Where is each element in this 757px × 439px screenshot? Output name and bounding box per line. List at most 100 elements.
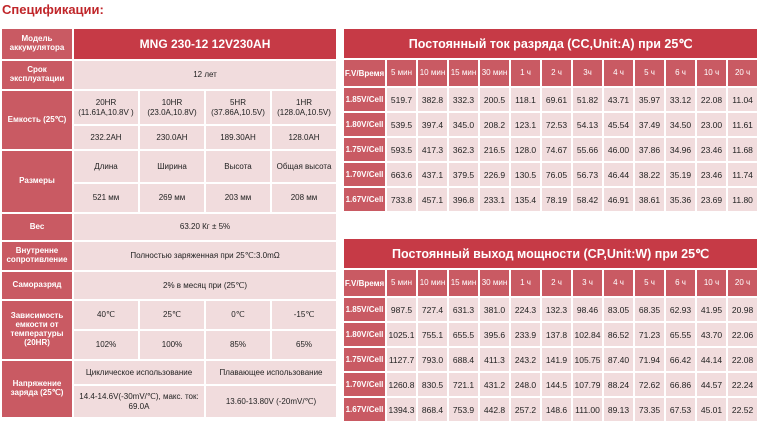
spec-table: Модель аккумулятора MNG 230-12 12V230AH …: [0, 27, 339, 419]
cp-cell: 45.01: [695, 396, 728, 423]
cp-cell: 381.0: [478, 296, 511, 323]
cp-header-row: F.V/Время 5 мин 10 мин 15 мин 30 мин 1 ч…: [342, 268, 757, 298]
model-label: Модель аккумулятора: [0, 27, 74, 61]
cc-row-label: 1.80V/Cell: [342, 111, 387, 138]
cc-cell: 593.5: [385, 136, 418, 163]
cc-row-label: 1.70V/Cell: [342, 161, 387, 188]
cc-cell: 362.3: [447, 136, 480, 163]
cp-cell: 755.1: [416, 321, 449, 348]
cp-cell: 66.86: [664, 371, 697, 398]
cp-cell: 655.5: [447, 321, 480, 348]
cp-cell: 753.9: [447, 396, 480, 423]
cp-cell: 86.52: [602, 321, 635, 348]
temp-header: -15℃: [269, 299, 339, 331]
cc-column-header: 1 ч: [509, 58, 542, 88]
table-row: 1.85V/Cell 519.7 382.8 332.3 200.5 118.1…: [342, 86, 757, 113]
cc-cell: 382.8: [416, 86, 449, 113]
table-row: 1.75V/Cell 593.5 417.3 362.3 216.5 128.0…: [342, 136, 757, 163]
table-row: 1.80V/Cell 1025.1 755.1 655.5 395.6 233.…: [342, 321, 757, 348]
cp-cell: 107.79: [571, 371, 604, 398]
cc-cell: 417.3: [416, 136, 449, 163]
cc-cell: 226.9: [478, 161, 511, 188]
cc-column-header: 20 ч: [725, 58, 757, 88]
cc-cell: 208.2: [478, 111, 511, 138]
cc-cell: 23.69: [695, 186, 728, 213]
cc-column-header: 6 ч: [664, 58, 697, 88]
cp-cell: 20.98: [725, 296, 757, 323]
cc-cell: 437.1: [416, 161, 449, 188]
cc-cell: 78.19: [540, 186, 573, 213]
cp-cell: 98.46: [571, 296, 604, 323]
cp-cell: 442.8: [478, 396, 511, 423]
cc-cell: 35.19: [664, 161, 697, 188]
cc-cell: 37.86: [633, 136, 666, 163]
cp-cell: 721.1: [447, 371, 480, 398]
size-value: 208 мм: [269, 182, 339, 214]
cc-cell: 345.0: [447, 111, 480, 138]
cc-cell: 46.00: [602, 136, 635, 163]
cp-cell: 431.2: [478, 371, 511, 398]
cp-cell: 148.6: [540, 396, 573, 423]
size-header: Высота: [204, 149, 272, 184]
cp-column-header: 6 ч: [664, 268, 697, 298]
temp-header: 40℃: [72, 299, 140, 331]
cp-cell: 257.2: [509, 396, 542, 423]
cp-column-header: 15 мин: [447, 268, 480, 298]
cc-column-header: 15 мин: [447, 58, 480, 88]
cc-cell: 216.5: [478, 136, 511, 163]
cp-column-header: 4 ч: [602, 268, 635, 298]
cc-column-header: 10 ч: [695, 58, 728, 88]
cp-cell: 631.3: [447, 296, 480, 323]
cp-cell: 44.57: [695, 371, 728, 398]
life-label: Срок эксплуатации: [0, 59, 74, 91]
cc-cell: 379.5: [447, 161, 480, 188]
cc-cell: 45.54: [602, 111, 635, 138]
temp-header: 0℃: [204, 299, 272, 331]
cp-cell: 68.35: [633, 296, 666, 323]
cp-row-label: 1.70V/Cell: [342, 371, 387, 398]
cc-cell: 76.05: [540, 161, 573, 188]
cc-cell: 539.5: [385, 111, 418, 138]
temp-value: 100%: [138, 329, 206, 361]
cp-cell: 22.24: [725, 371, 757, 398]
cc-column-header: 2 ч: [540, 58, 573, 88]
cc-column-header: 3ч: [571, 58, 604, 88]
resistance-value: Полностью заряженная при 25℃:3.0mΩ: [71, 240, 339, 272]
cp-cell: 22.06: [725, 321, 757, 348]
cp-column-header: 30 мин: [478, 268, 511, 298]
size-header: Длина: [72, 149, 140, 184]
size-header: Ширина: [138, 149, 206, 184]
voltage-cyclic-label: Циклическое использование: [72, 359, 206, 386]
cp-power-table: Постоянный выход мощности (CP,Unit:W) пр…: [341, 237, 757, 423]
cp-cell: 89.13: [602, 396, 635, 423]
cc-cell: 38.22: [633, 161, 666, 188]
cc-cell: 128.0: [509, 136, 542, 163]
cc-row-label: 1.67V/Cell: [342, 186, 387, 213]
cc-cell: 35.97: [633, 86, 666, 113]
voltage-cyclic-value: 14.4-14.6V(-30mV/℃), макс. ток: 69.0A: [72, 384, 206, 419]
cc-cell: 46.91: [602, 186, 635, 213]
cc-cell: 51.82: [571, 86, 604, 113]
cc-cell: 663.6: [385, 161, 418, 188]
cp-cell: 1127.7: [385, 346, 418, 373]
temp-value: 85%: [204, 329, 272, 361]
cp-cell: 727.4: [416, 296, 449, 323]
cc-column-header: 5 мин: [385, 58, 418, 88]
cc-cell: 23.46: [695, 161, 728, 188]
cc-cell: 23.00: [695, 111, 728, 138]
cp-cell: 132.3: [540, 296, 573, 323]
cc-cell: 332.3: [447, 86, 480, 113]
cp-cell: 243.2: [509, 346, 542, 373]
cc-cell: 55.66: [571, 136, 604, 163]
cp-cell: 73.35: [633, 396, 666, 423]
cc-cell: 11.04: [725, 86, 757, 113]
cc-cell: 200.5: [478, 86, 511, 113]
cp-cell: 144.5: [540, 371, 573, 398]
cc-cell: 38.61: [633, 186, 666, 213]
voltage-float-label: Плавающее использование: [203, 359, 339, 386]
size-value: 269 мм: [138, 182, 206, 214]
table-row: 1.70V/Cell 1260.8 830.5 721.1 431.2 248.…: [342, 371, 757, 398]
cp-row-label: 1.85V/Cell: [342, 296, 387, 323]
cc-cell: 457.1: [416, 186, 449, 213]
table-row: 1.85V/Cell 987.5 727.4 631.3 381.0 224.3…: [342, 296, 757, 323]
